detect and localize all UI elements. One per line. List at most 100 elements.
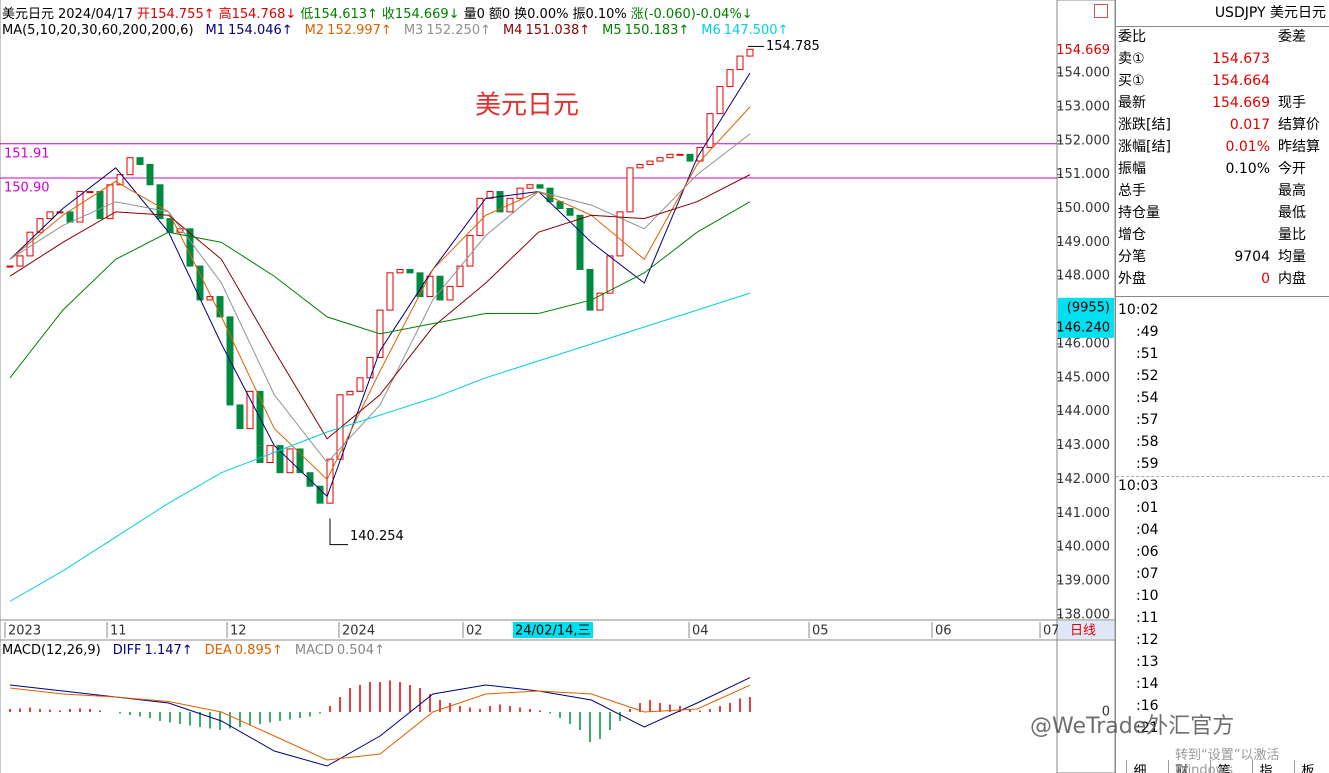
macd-title: MACD(12,26,9) (2, 643, 101, 658)
x-cursor-label: 24/02/14,三 (515, 624, 591, 639)
macd-line-value: 0.895↑ (234, 643, 283, 658)
candle (716, 86, 724, 115)
tab[interactable]: 笔 (1210, 760, 1237, 773)
quote-value: 0 (1261, 271, 1270, 287)
trade-time: :54 (1136, 390, 1159, 406)
macd-legend: MACD(12,26,9) DIFF 1.147↑ DEA 0.895↑ MACD 0.50… (2, 643, 389, 658)
quote-label2: 内盘 (1278, 271, 1306, 287)
quote-label2: 结算价 (1278, 117, 1320, 133)
quote-row: 增仓 量比 (1116, 224, 1329, 246)
quote-label: 最新 (1118, 95, 1146, 111)
tab[interactable]: 板 (1294, 760, 1321, 773)
candle (326, 458, 334, 504)
candle (586, 268, 594, 311)
tab[interactable]: 财 (1168, 760, 1195, 773)
header: 美元日元 2024/04/17 开154.755↑ 高154.768↓ 低154.613… (2, 3, 757, 22)
quote-label: 买① (1118, 73, 1145, 89)
trade-time: :58 (1136, 434, 1159, 450)
ma-name: M1 (205, 23, 226, 38)
candle (366, 357, 374, 379)
last-price: 154.669 (1056, 43, 1110, 58)
candle (576, 214, 584, 270)
candle (476, 197, 484, 237)
trade-time: :13 (1136, 654, 1159, 670)
ma-value: 151.038↑ (525, 23, 591, 38)
trade-time: :06 (1136, 544, 1159, 560)
candle (556, 201, 564, 209)
candle (296, 448, 304, 474)
candle (526, 184, 534, 189)
y-tick-label: 142.000 (1056, 472, 1110, 487)
candle (346, 390, 354, 396)
candle (16, 255, 24, 267)
ma-value: 150.183↑ (624, 23, 690, 38)
macd-line-name: DIFF (112, 643, 142, 658)
turnover: 换0.00% (514, 7, 569, 22)
y-tick-label: 154.000 (1056, 66, 1110, 81)
candle (726, 69, 734, 88)
x-cursor-box (513, 622, 593, 638)
quote-label2: 均量 (1278, 249, 1306, 265)
tab[interactable]: 指 (1252, 760, 1279, 773)
x-tick-label: 2024 (342, 624, 375, 639)
ma-value: 152.997↑ (327, 23, 392, 38)
quote-title: USDJPY 美元日元 (1116, 0, 1329, 27)
candle (246, 390, 254, 430)
quote-row: 卖① 154.673 (1116, 48, 1329, 70)
trade-time: :11 (1136, 610, 1159, 626)
y-tick-label: 141.000 (1056, 506, 1110, 521)
candle (446, 285, 454, 301)
symbol: 美元日元 (2, 7, 55, 22)
watermark: @WeTrade外汇官方 (1030, 714, 1235, 739)
trade-time: :59 (1136, 456, 1159, 472)
quote-label: 卖① (1118, 51, 1145, 67)
ma-name: M3 (403, 23, 424, 38)
candle (486, 191, 494, 199)
ma-value: 152.250↑ (426, 23, 491, 38)
tab[interactable]: 细 (1126, 760, 1153, 773)
quote-row: 持仓量 最低 (1116, 202, 1329, 224)
y-tick-label: 139.000 (1056, 574, 1110, 589)
cursor-count: (9955) (1067, 300, 1110, 315)
quote-value: 154.664 (1212, 73, 1270, 89)
x-tick-label: 11 (110, 624, 127, 639)
separator (1116, 296, 1329, 297)
quote-row: 涨跌[结] 0.017 结算价 (1116, 114, 1329, 136)
quote-title-text: USDJPY 美元日元 (1214, 5, 1326, 21)
candle (466, 235, 474, 267)
quote-label2: 委差 (1278, 29, 1306, 45)
quote-value: 154.669 (1212, 95, 1270, 111)
candle (146, 163, 154, 186)
y-tick-label: 149.000 (1056, 235, 1110, 250)
trade-time: :57 (1136, 412, 1159, 428)
quote-label: 外盘 (1118, 271, 1146, 287)
candle (636, 163, 644, 169)
trade-time: :49 (1136, 324, 1159, 340)
candle (96, 191, 104, 220)
candle (46, 211, 54, 220)
trade-time: :12 (1136, 632, 1159, 648)
candle (676, 153, 684, 156)
x-tick-label: 07 (1043, 624, 1060, 639)
trade-time: :04 (1136, 522, 1159, 538)
quote-value: 0.01% (1225, 139, 1270, 155)
quote-label: 持仓量 (1118, 205, 1160, 221)
ma-name: M4 (502, 23, 523, 38)
icon (1094, 4, 1108, 18)
candle (506, 197, 514, 213)
quote-label: 增仓 (1118, 227, 1146, 243)
x-tick-label: 05 (812, 624, 829, 639)
candle (746, 48, 754, 57)
candle (596, 292, 604, 311)
quote-label: 振幅 (1118, 161, 1146, 177)
period-box (1058, 621, 1114, 639)
candle (566, 207, 574, 216)
candle (406, 268, 414, 274)
ma-name: M6 (701, 23, 721, 38)
quote-row: 涨幅[结] 0.01% 昨结算 (1116, 136, 1329, 158)
price-axis-bg (1056, 0, 1115, 773)
volume: 量0 (463, 7, 485, 22)
candle (626, 167, 634, 213)
chart-title: 美元日元 (475, 91, 579, 121)
y-tick-label: 146.000 (1056, 336, 1110, 351)
